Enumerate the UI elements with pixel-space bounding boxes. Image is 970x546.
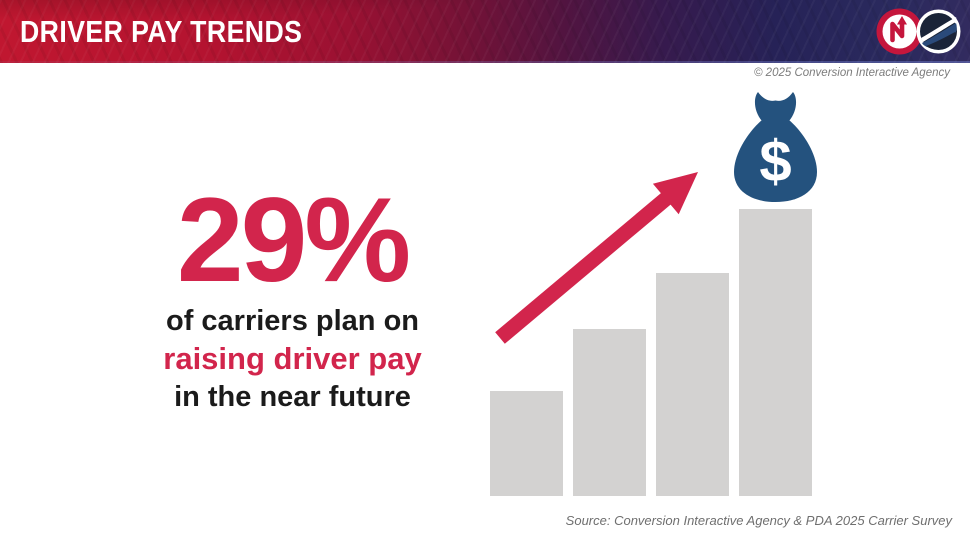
header-bar: DRIVER PAY TRENDS bbox=[0, 0, 970, 63]
caption-line-3: in the near future bbox=[174, 381, 411, 413]
source-text: Source: Conversion Interactive Agency & … bbox=[565, 513, 952, 528]
bar-2 bbox=[573, 329, 646, 496]
caption-line-1: of carriers plan on bbox=[165, 305, 419, 337]
caption-line-2: raising driver pay bbox=[163, 341, 422, 376]
dollar-sign: $ bbox=[759, 129, 791, 194]
growth-illustration: $ bbox=[480, 80, 825, 496]
conversion-interactive-agency-logo-icon bbox=[876, 8, 923, 55]
bar-group bbox=[490, 209, 812, 496]
money-bag-icon: $ bbox=[734, 92, 817, 202]
headline-block: 29% of carriers plan on raising driver p… bbox=[85, 180, 500, 416]
page-title: DRIVER PAY TRENDS bbox=[20, 14, 303, 49]
logo-row bbox=[876, 8, 961, 55]
pda-logo-icon bbox=[916, 9, 961, 54]
bar-4 bbox=[739, 209, 812, 496]
money-bag-body bbox=[734, 120, 817, 202]
growth-arrow-icon bbox=[495, 172, 698, 344]
stat-value: 29% bbox=[176, 173, 411, 307]
bar-1 bbox=[490, 391, 563, 496]
money-bag-knot bbox=[754, 92, 797, 124]
bar-3 bbox=[656, 273, 729, 496]
stat-caption: of carriers plan on raising driver pay i… bbox=[85, 302, 500, 416]
copyright-text: © 2025 Conversion Interactive Agency bbox=[754, 67, 950, 79]
